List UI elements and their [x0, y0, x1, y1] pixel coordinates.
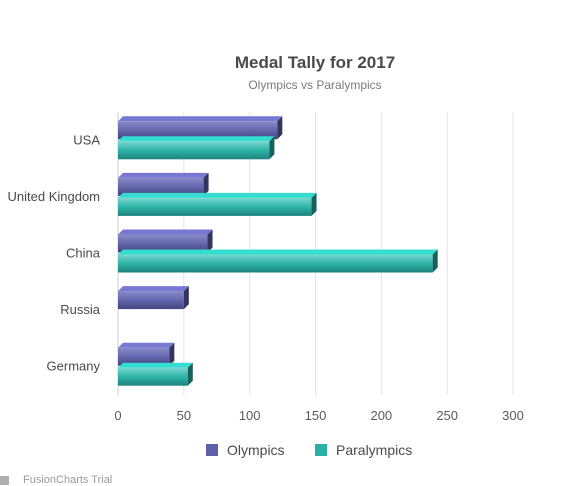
chart-subtitle: Olympics vs Paralympics	[248, 78, 381, 92]
x-axis-ticks: 0 50 100 150 200 250 300	[114, 408, 523, 423]
bar-top-face	[118, 286, 189, 292]
category-label: China	[66, 246, 101, 261]
legend-label: Olympics	[227, 442, 285, 458]
chart-title: Medal Tally for 2017	[235, 53, 395, 72]
bars	[118, 116, 438, 386]
x-tick-label: 300	[502, 408, 524, 423]
fusioncharts-logo-icon	[0, 475, 9, 485]
bar[interactable]	[118, 286, 189, 310]
bar[interactable]	[118, 192, 317, 216]
bar-front-face	[118, 367, 188, 386]
bar-front-face	[118, 347, 170, 366]
x-tick-label: 50	[177, 408, 191, 423]
bar-side-face	[169, 342, 175, 366]
bar-front-face	[118, 121, 278, 140]
x-tick-label: 200	[370, 408, 392, 423]
bar-side-face	[311, 192, 317, 216]
bar[interactable]	[118, 362, 193, 386]
bar-side-face	[203, 172, 209, 196]
bar-top-face	[118, 192, 317, 198]
legend-item[interactable]: Olympics	[206, 442, 285, 458]
bar-front-face	[118, 141, 270, 160]
bar[interactable]	[118, 249, 438, 273]
bar[interactable]	[118, 136, 275, 160]
bar-top-face	[118, 136, 275, 142]
bar-front-face	[118, 234, 208, 253]
legend-label: Paralympics	[336, 442, 412, 458]
bar-front-face	[118, 291, 184, 310]
legend-swatch	[315, 444, 327, 456]
bar[interactable]	[118, 342, 175, 366]
bar-top-face	[118, 229, 213, 235]
x-tick-label: 100	[239, 408, 261, 423]
legend-swatch	[206, 444, 218, 456]
bar-front-face	[118, 197, 312, 216]
bar-top-face	[118, 116, 283, 122]
bar[interactable]	[118, 229, 213, 253]
category-label: United Kingdom	[8, 189, 101, 204]
bar-top-face	[118, 249, 438, 255]
x-tick-label: 250	[436, 408, 458, 423]
x-tick-label: 150	[305, 408, 327, 423]
category-label: USA	[73, 132, 100, 147]
bar-side-face	[187, 362, 193, 386]
credit-label: FusionCharts Trial	[23, 474, 113, 486]
legend-item[interactable]: Paralympics	[315, 442, 412, 458]
bar-top-face	[118, 172, 209, 178]
bar[interactable]	[118, 172, 209, 196]
category-labels: USA United Kingdom China Russia Germany	[8, 132, 101, 373]
bar-side-face	[432, 249, 438, 273]
bar[interactable]	[118, 116, 283, 140]
legend: Olympics Paralympics	[206, 442, 412, 458]
bar-side-face	[277, 116, 283, 140]
x-tick-label: 0	[114, 408, 121, 423]
bar-top-face	[118, 362, 193, 368]
trial-credit: FusionCharts Trial	[0, 474, 112, 486]
bar-side-face	[207, 229, 213, 253]
bar-top-face	[118, 342, 175, 348]
bar-side-face	[183, 286, 189, 310]
bar-front-face	[118, 254, 433, 273]
bar-front-face	[118, 177, 204, 196]
category-label: Germany	[47, 359, 101, 374]
bar-side-face	[269, 136, 275, 160]
category-label: Russia	[60, 302, 101, 317]
